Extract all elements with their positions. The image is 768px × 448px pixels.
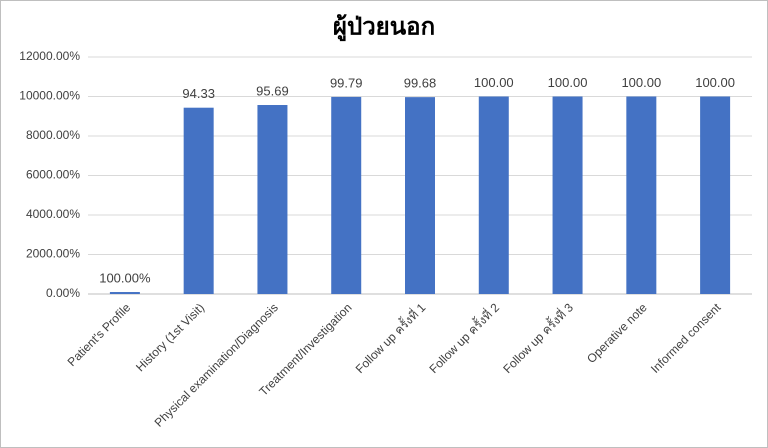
y-tick-label: 12000.00% (19, 49, 80, 63)
bar (331, 96, 362, 294)
bar (626, 96, 657, 294)
y-tick-label: 8000.00% (26, 128, 80, 142)
data-label: 100.00 (474, 75, 514, 90)
bar (552, 96, 583, 294)
y-tick-label: 0.00% (46, 286, 80, 300)
data-label: 100.00 (621, 75, 661, 90)
bar (700, 96, 731, 294)
bar (109, 292, 140, 294)
data-label: 100.00 (548, 75, 588, 90)
data-label: 94.33 (182, 86, 215, 101)
data-label: 95.69 (256, 83, 289, 98)
y-tick-label: 10000.00% (19, 89, 80, 103)
bar (478, 96, 509, 294)
data-label: 100.00% (99, 270, 151, 285)
bar (257, 105, 288, 294)
y-tick-label: 2000.00% (26, 247, 80, 261)
y-tick-label: 4000.00% (26, 207, 80, 221)
bar (183, 107, 214, 295)
data-label: 99.79 (330, 75, 363, 90)
bar (405, 97, 435, 294)
chart-title: ผู้ป่วยนอก (333, 13, 435, 41)
data-label: 99.68 (404, 76, 437, 91)
data-label: 100.00 (695, 75, 735, 90)
y-tick-label: 6000.00% (26, 168, 80, 182)
